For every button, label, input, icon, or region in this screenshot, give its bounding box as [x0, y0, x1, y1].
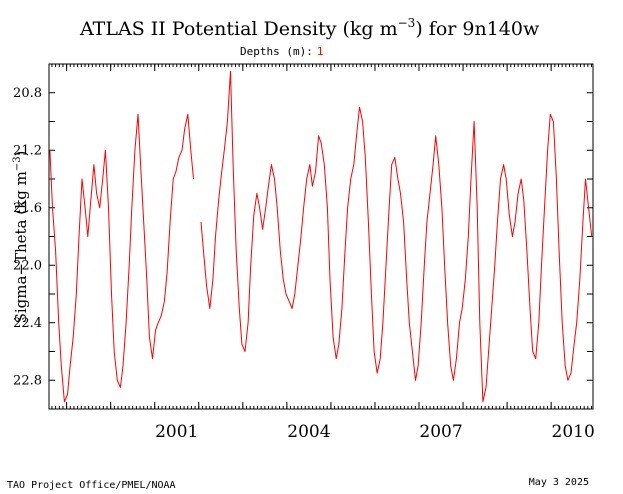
depths-caption: Depths (m): 1: [240, 45, 323, 58]
plot-frame: [48, 63, 594, 410]
chart-title: ATLAS II Potential Density (kg m−3) for …: [79, 16, 540, 40]
y-tick-label: 22.8: [13, 373, 42, 388]
y-tick-label: 20.8: [13, 86, 42, 101]
x-tick-label: 2010: [552, 422, 595, 442]
y-tick-label: 22.0: [13, 258, 42, 273]
x-tick-label: 2001: [155, 422, 198, 442]
plot-area: 2001 2004 2007 2010 20.8 21.2 21.6 22.0 22.4 22.8: [13, 64, 595, 442]
y-tick-label: 21.2: [13, 143, 42, 158]
x-tick-label: 2007: [419, 422, 462, 442]
y-tick-label: 21.6: [13, 201, 42, 216]
footer-credit: TAO Project Office/PMEL/NOAA: [7, 480, 176, 491]
footer-date: May 3 2025: [529, 477, 589, 488]
series-line: [49, 113, 194, 403]
series-line: [200, 70, 593, 403]
y-axis-label: Sigma−Theta (kg m−3): [12, 151, 30, 324]
x-tick-label: 2004: [287, 422, 330, 442]
y-tick-label: 22.4: [13, 316, 42, 331]
